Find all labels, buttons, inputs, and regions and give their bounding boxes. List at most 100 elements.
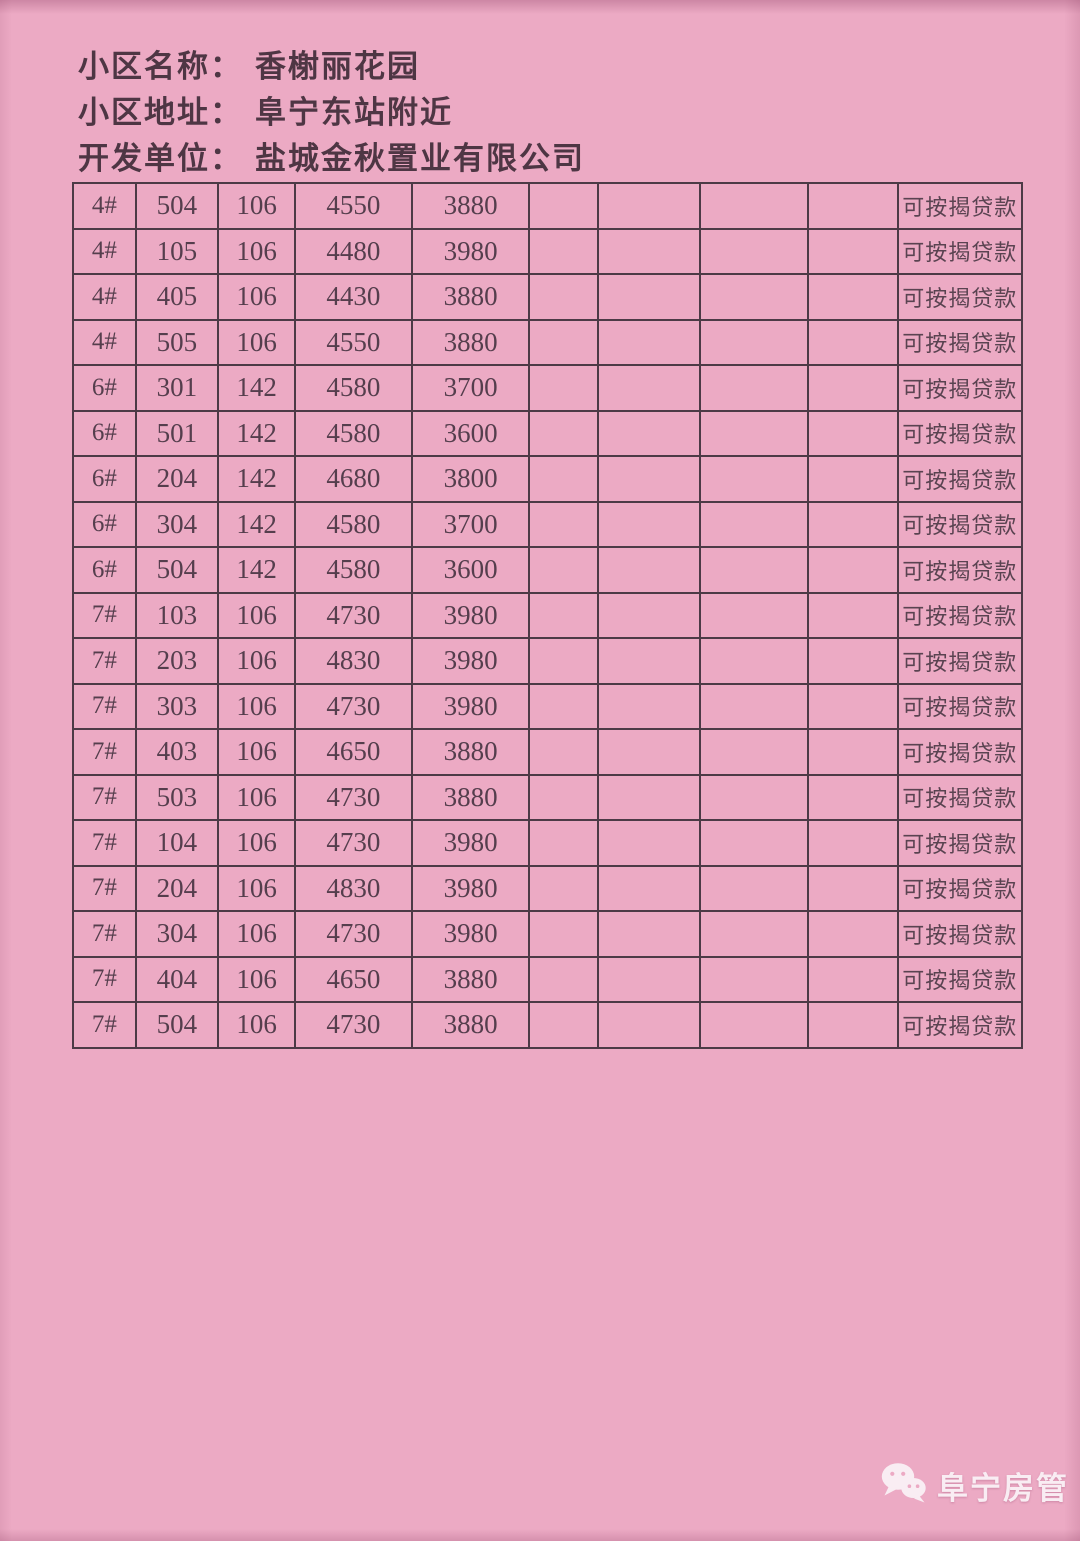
cell-area: 106 bbox=[217, 910, 297, 958]
cell-empty-4 bbox=[807, 546, 899, 594]
cell-mortgage-note: 可按揭贷款 bbox=[896, 227, 1024, 275]
cell-empty-3 bbox=[699, 409, 810, 457]
cell-building-number: 7# bbox=[72, 1001, 137, 1049]
cell-empty-2 bbox=[596, 409, 702, 457]
cell-price-a: 4650 bbox=[294, 728, 413, 776]
cell-area: 106 bbox=[217, 682, 297, 730]
cell-price-b: 3880 bbox=[410, 728, 531, 776]
cell-building-number: 6# bbox=[72, 500, 137, 548]
field-community-address: 小区地址： 阜宁东站附近 bbox=[78, 90, 585, 136]
cell-price-a: 4830 bbox=[294, 637, 413, 685]
cell-price-b: 3880 bbox=[410, 182, 531, 230]
cell-price-b: 3880 bbox=[410, 955, 531, 1003]
cell-empty-1 bbox=[528, 409, 599, 457]
cell-building-number: 6# bbox=[72, 364, 137, 412]
watermark-text: 阜宁房管 bbox=[937, 1471, 1069, 1506]
cell-empty-1 bbox=[528, 273, 599, 321]
field-community-name: 小区名称： 香榭丽花园 bbox=[78, 44, 585, 90]
table-row: 6# 304 142 4580 3700 可按揭贷款 bbox=[72, 500, 1024, 548]
cell-room-number: 105 bbox=[134, 227, 220, 275]
cell-mortgage-note: 可按揭贷款 bbox=[896, 864, 1024, 912]
table-row: 7# 304 106 4730 3980 可按揭贷款 bbox=[72, 910, 1024, 958]
cell-building-number: 7# bbox=[72, 591, 137, 639]
cell-empty-4 bbox=[807, 864, 899, 912]
cell-room-number: 403 bbox=[134, 728, 220, 776]
cell-price-a: 4480 bbox=[294, 227, 413, 275]
cell-price-a: 4580 bbox=[294, 364, 413, 412]
cell-room-number: 505 bbox=[134, 318, 220, 366]
cell-price-a: 4830 bbox=[294, 864, 413, 912]
cell-price-a: 4680 bbox=[294, 455, 413, 503]
cell-empty-2 bbox=[596, 227, 702, 275]
cell-empty-4 bbox=[807, 273, 899, 321]
cell-empty-1 bbox=[528, 227, 599, 275]
cell-room-number: 504 bbox=[134, 546, 220, 594]
cell-building-number: 7# bbox=[72, 637, 137, 685]
cell-mortgage-note: 可按揭贷款 bbox=[896, 273, 1024, 321]
wechat-watermark: 阜宁房管 bbox=[880, 1462, 1069, 1509]
cell-mortgage-note: 可按揭贷款 bbox=[896, 364, 1024, 412]
cell-empty-1 bbox=[528, 637, 599, 685]
cell-empty-3 bbox=[699, 1001, 810, 1049]
field-developer-value: 盐城金秋置业有限公司 bbox=[255, 141, 585, 176]
cell-area: 106 bbox=[217, 227, 297, 275]
cell-empty-2 bbox=[596, 910, 702, 958]
cell-price-b: 3600 bbox=[410, 546, 531, 594]
cell-empty-3 bbox=[699, 273, 810, 321]
cell-empty-4 bbox=[807, 955, 899, 1003]
cell-empty-4 bbox=[807, 682, 899, 730]
cell-price-b: 3980 bbox=[410, 682, 531, 730]
cell-mortgage-note: 可按揭贷款 bbox=[896, 182, 1024, 230]
cell-room-number: 203 bbox=[134, 637, 220, 685]
cell-empty-4 bbox=[807, 591, 899, 639]
cell-building-number: 7# bbox=[72, 773, 137, 821]
table-row: 7# 303 106 4730 3980 可按揭贷款 bbox=[72, 682, 1024, 730]
cell-room-number: 103 bbox=[134, 591, 220, 639]
cell-empty-4 bbox=[807, 182, 899, 230]
cell-room-number: 404 bbox=[134, 955, 220, 1003]
cell-area: 142 bbox=[217, 455, 297, 503]
cell-price-b: 3980 bbox=[410, 819, 531, 867]
cell-empty-1 bbox=[528, 682, 599, 730]
cell-price-b: 3980 bbox=[410, 637, 531, 685]
cell-mortgage-note: 可按揭贷款 bbox=[896, 728, 1024, 776]
cell-price-b: 3600 bbox=[410, 409, 531, 457]
cell-empty-1 bbox=[528, 864, 599, 912]
cell-price-b: 3800 bbox=[410, 455, 531, 503]
cell-empty-3 bbox=[699, 364, 810, 412]
cell-empty-3 bbox=[699, 182, 810, 230]
cell-empty-4 bbox=[807, 409, 899, 457]
cell-room-number: 501 bbox=[134, 409, 220, 457]
cell-price-a: 4580 bbox=[294, 409, 413, 457]
wechat-icon bbox=[880, 1462, 928, 1509]
cell-price-a: 4730 bbox=[294, 819, 413, 867]
table-row: 7# 503 106 4730 3880 可按揭贷款 bbox=[72, 773, 1024, 821]
table-row: 6# 301 142 4580 3700 可按揭贷款 bbox=[72, 364, 1024, 412]
cell-empty-1 bbox=[528, 364, 599, 412]
cell-area: 142 bbox=[217, 409, 297, 457]
cell-area: 106 bbox=[217, 955, 297, 1003]
cell-price-a: 4580 bbox=[294, 546, 413, 594]
table-row: 6# 504 142 4580 3600 可按揭贷款 bbox=[72, 546, 1024, 594]
cell-empty-4 bbox=[807, 227, 899, 275]
cell-empty-3 bbox=[699, 955, 810, 1003]
cell-room-number: 405 bbox=[134, 273, 220, 321]
cell-empty-4 bbox=[807, 773, 899, 821]
cell-room-number: 301 bbox=[134, 364, 220, 412]
cell-mortgage-note: 可按揭贷款 bbox=[896, 682, 1024, 730]
cell-mortgage-note: 可按揭贷款 bbox=[896, 500, 1024, 548]
cell-empty-1 bbox=[528, 591, 599, 639]
cell-room-number: 504 bbox=[134, 1001, 220, 1049]
price-table: 4# 504 106 4550 3880 可按揭贷款 4# 105 106 44… bbox=[72, 182, 1024, 1049]
cell-price-a: 4650 bbox=[294, 955, 413, 1003]
cell-price-a: 4430 bbox=[294, 273, 413, 321]
table-row: 7# 404 106 4650 3880 可按揭贷款 bbox=[72, 955, 1024, 1003]
cell-price-a: 4550 bbox=[294, 318, 413, 366]
field-community-address-label: 小区地址： bbox=[78, 95, 243, 130]
cell-empty-3 bbox=[699, 773, 810, 821]
cell-empty-1 bbox=[528, 500, 599, 548]
cell-area: 106 bbox=[217, 819, 297, 867]
cell-empty-1 bbox=[528, 955, 599, 1003]
cell-room-number: 304 bbox=[134, 500, 220, 548]
